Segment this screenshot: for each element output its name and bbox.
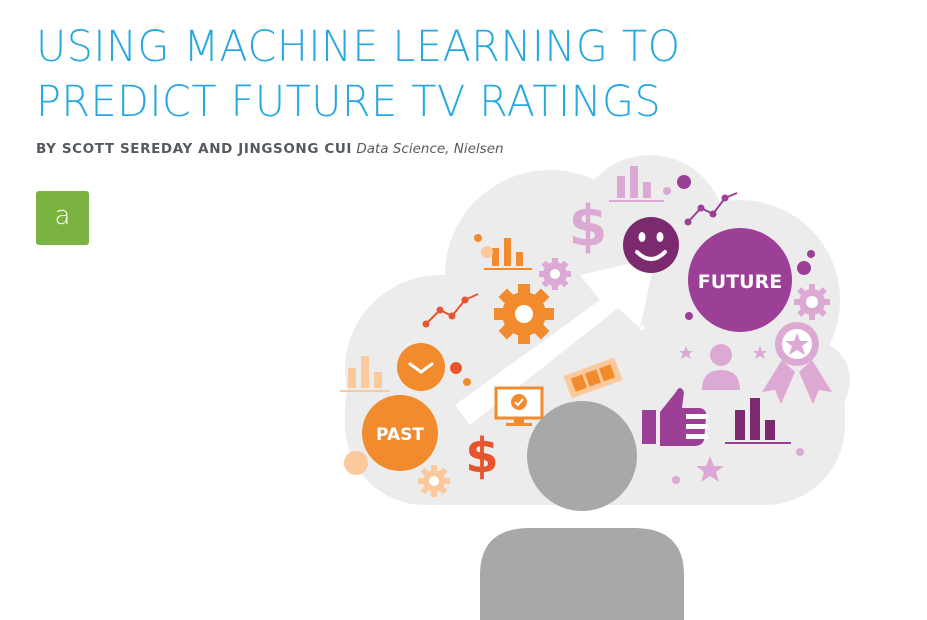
title-line-2: PREDICT FUTURE TV RATINGS (36, 77, 662, 127)
smiley-icon (623, 217, 679, 273)
dollar-icon: $ (465, 428, 498, 484)
bar-chart-icon (725, 398, 791, 444)
future-label: FUTURE (698, 271, 782, 293)
viewer-silhouette (480, 401, 684, 620)
arrow-icon (455, 258, 655, 425)
bar-chart-icon (484, 238, 532, 270)
star-icon (679, 346, 767, 482)
past-badge: PAST (362, 395, 438, 471)
award-ribbon-icon (762, 322, 832, 404)
past-label: PAST (376, 425, 424, 445)
thumbs-up-icon (642, 388, 708, 446)
byline-affiliation: Data Science, Nielsen (356, 141, 504, 157)
title-line-1: USING MACHINE LEARNING TO (36, 22, 681, 72)
person-icon (702, 344, 740, 390)
clock-icon (397, 343, 445, 391)
gear-icon (539, 258, 571, 290)
film-strip-icon (563, 357, 623, 399)
future-badge: FUTURE (688, 228, 792, 332)
line-chart-icon (684, 192, 738, 226)
dollar-icon: $ (569, 194, 608, 259)
gear-icon (494, 284, 554, 344)
byline-authors: BY SCOTT SEREDAY AND JINGSONG CUI (36, 141, 353, 157)
byline: BY SCOTT SEREDAY AND JINGSONG CUI Data S… (36, 141, 504, 157)
article-title: USING MACHINE LEARNING TO PREDICT FUTURE… (36, 20, 681, 130)
monitor-icon (494, 386, 544, 426)
gear-icon (418, 465, 450, 497)
bar-chart-icon (340, 356, 390, 392)
gear-icon (794, 284, 830, 320)
logo-badge: a (36, 191, 89, 245)
line-chart-icon (422, 293, 479, 328)
bar-chart-icon (609, 166, 664, 202)
